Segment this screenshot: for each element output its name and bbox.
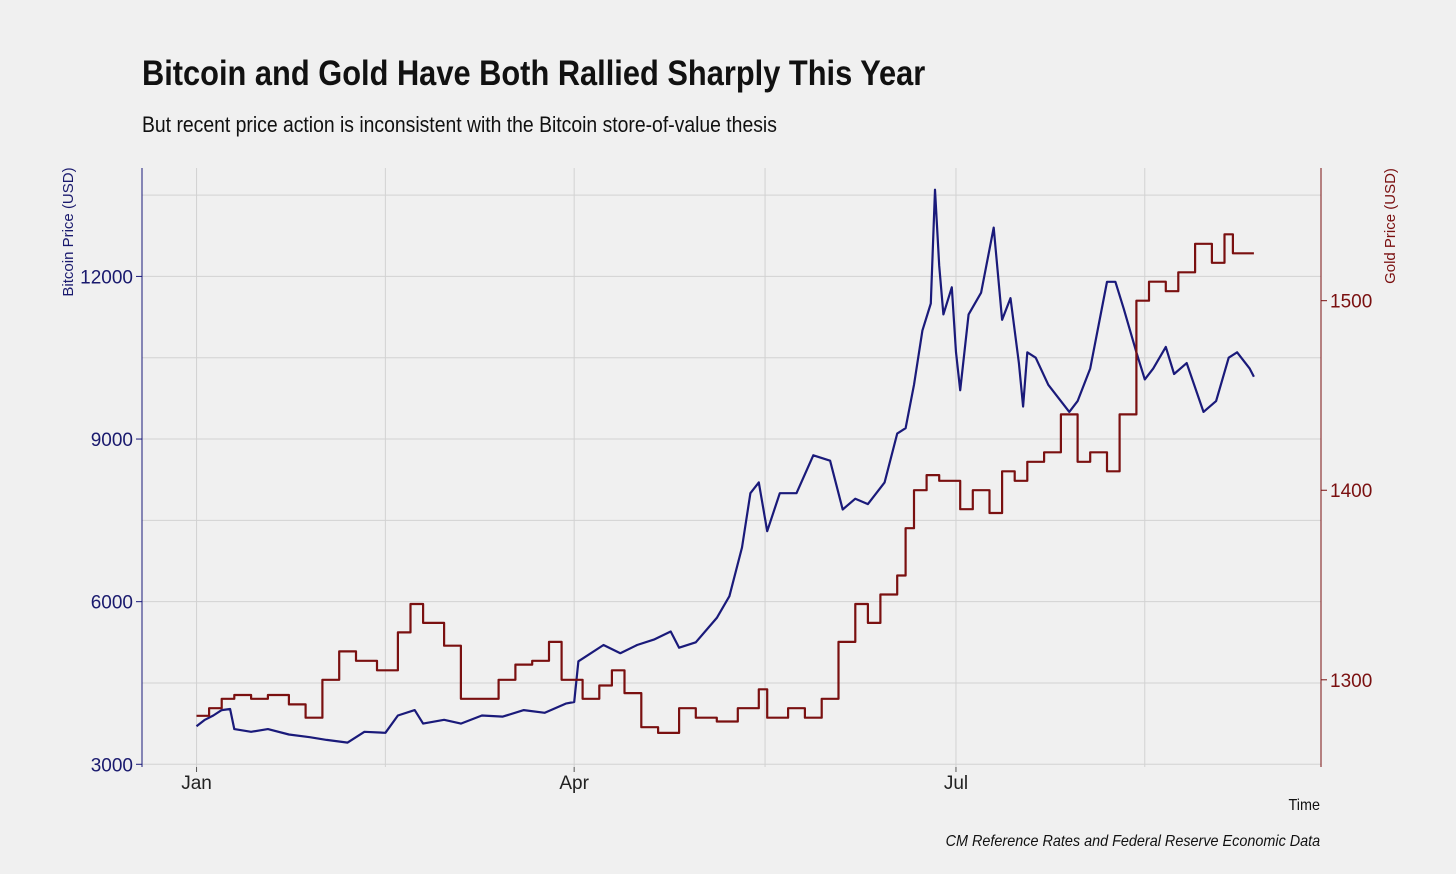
x-tick-label: Jan	[181, 773, 212, 794]
gridlines	[142, 168, 1321, 767]
axes: 3000 6000 9000 12000 1300 1400 1500 Jan Apr Jul	[80, 168, 1372, 794]
y-axis-right-title: Gold Price (USD)	[1382, 168, 1399, 284]
y-right-tick-label: 1300	[1330, 671, 1372, 692]
chart-title: Bitcoin and Gold Have Both Rallied Sharp…	[142, 54, 926, 93]
gold-price-line	[196, 233, 1254, 734]
x-tick-label: Jul	[944, 773, 968, 794]
y-left-tick-label: 3000	[91, 755, 133, 776]
chart-caption: CM Reference Rates and Federal Reserve E…	[945, 833, 1320, 850]
y-left-tick-label: 6000	[91, 593, 133, 614]
y-left-tick-label: 12000	[80, 267, 133, 288]
y-right-tick-label: 1400	[1330, 481, 1372, 502]
x-tick-label: Apr	[559, 773, 589, 794]
bitcoin-price-line	[195, 188, 1255, 744]
y-right-tick-label: 1500	[1330, 292, 1372, 313]
chart-subtitle: But recent price action is inconsistent …	[142, 112, 777, 137]
x-axis-title: Time	[1288, 797, 1320, 814]
y-axis-left-title: Bitcoin Price (USD)	[60, 167, 77, 296]
series-lines	[195, 188, 1255, 744]
y-left-tick-label: 9000	[91, 430, 133, 451]
